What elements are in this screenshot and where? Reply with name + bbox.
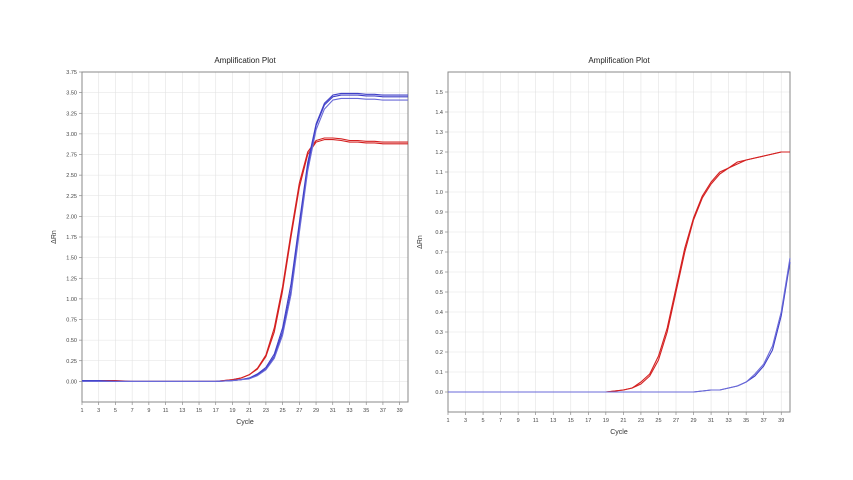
x-tick-label: 37 [761,418,767,424]
y-tick-label: 0.5 [435,290,443,296]
chart-title: Amplification Plot [214,56,276,65]
x-tick-label: 9 [147,408,150,414]
y-tick-label: 0.4 [435,310,443,316]
x-tick-label: 25 [655,418,661,424]
y-tick-label: 1.3 [435,130,443,136]
x-tick-label: 11 [163,408,169,414]
chart-1: 1 3 5 7 9 11 13 15 17 19 21 23 25 27 29 31 33 35 37 390.000… [51,56,409,426]
x-tick-label: 19 [603,418,609,424]
y-tick-label: 2.00 [66,214,77,220]
x-tick-label: 1 [80,408,83,414]
x-tick-label: 23 [263,408,269,414]
y-tick-label: 0.9 [435,210,443,216]
x-tick-label: 29 [690,418,696,424]
x-tick-label: 9 [517,418,520,424]
x-tick-label: 15 [568,418,574,424]
x-tick-label: 3 [97,408,100,414]
y-axis-label: ΔRn [51,230,58,244]
y-tick-label: 0.1 [435,370,443,376]
series-line [448,257,791,393]
y-tick-label: 0.25 [66,359,77,365]
plot-frame [447,71,791,413]
x-tick-label: 29 [313,408,319,414]
y-tick-label: 3.75 [66,70,77,76]
y-tick-label: 1.25 [66,276,77,282]
y-tick-label: 0.6 [435,270,443,276]
y-tick-label: 3.50 [66,91,77,97]
x-tick-label: 1 [446,418,449,424]
y-tick-label: 0.8 [435,230,443,236]
y-tick-label: 2.50 [66,173,77,179]
x-tick-label: 21 [246,408,252,414]
y-tick-label: 1.0 [435,190,443,196]
series-line [82,97,408,382]
x-tick-label: 35 [743,418,749,424]
chart-title: Amplification Plot [588,56,650,65]
x-tick-label: 17 [213,408,219,414]
x-tick-label: 35 [363,408,369,414]
x-tick-label: 21 [620,418,626,424]
x-tick-label: 19 [229,408,235,414]
y-tick-label: 1.2 [435,150,443,156]
chart-2: 1 3 5 7 9 11 13 15 17 19 21 23 25 27 29 31 33 35 37 390.00.… [417,56,791,436]
x-tick-label: 37 [380,408,386,414]
y-tick-label: 0.00 [66,379,77,385]
x-axis-label: Cycle [236,419,254,426]
y-tick-label: 0.7 [435,250,443,256]
y-axis-label: ΔRn [417,235,424,249]
plot-border [447,71,791,413]
x-tick-label: 7 [131,408,134,414]
x-tick-label: 15 [196,408,202,414]
y-tick-label: 3.00 [66,132,77,138]
y-tick-label: 0.3 [435,330,443,336]
y-tick-label: 1.75 [66,235,77,241]
x-tick-label: 13 [179,408,185,414]
x-tick-label: 5 [482,418,485,424]
y-tick-label: 3.25 [66,111,77,117]
y-tick-label: 0.50 [66,338,77,344]
y-tick-label: 2.25 [66,194,77,200]
y-tick-label: 1.00 [66,297,77,303]
y-tick-label: 1.4 [435,110,443,116]
x-tick-label: 27 [673,418,679,424]
x-tick-label: 3 [464,418,467,424]
y-tick-label: 2.75 [66,153,77,159]
x-tick-label: 5 [114,408,117,414]
y-tick-label: 1.50 [66,256,77,262]
x-tick-label: 11 [533,418,539,424]
y-tick-label: 0.0 [435,390,443,396]
x-tick-label: 13 [550,418,556,424]
y-tick-label: 1.1 [435,170,443,176]
x-axis-label: Cycle [610,429,628,436]
x-tick-label: 17 [585,418,591,424]
x-tick-label: 39 [778,418,784,424]
y-tick-label: 0.2 [435,350,443,356]
x-tick-label: 31 [330,408,336,414]
x-tick-label: 31 [708,418,714,424]
plot-border [81,71,409,403]
x-tick-label: 33 [346,408,352,414]
x-tick-label: 39 [397,408,403,414]
x-tick-label: 27 [296,408,302,414]
y-tick-label: 0.75 [66,318,77,324]
x-tick-label: 33 [726,418,732,424]
x-tick-label: 23 [638,418,644,424]
x-tick-label: 25 [280,408,286,414]
y-tick-label: 1.5 [435,90,443,96]
x-tick-label: 7 [499,418,502,424]
